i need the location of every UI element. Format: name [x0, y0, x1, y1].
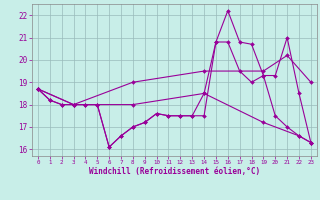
X-axis label: Windchill (Refroidissement éolien,°C): Windchill (Refroidissement éolien,°C) — [89, 167, 260, 176]
